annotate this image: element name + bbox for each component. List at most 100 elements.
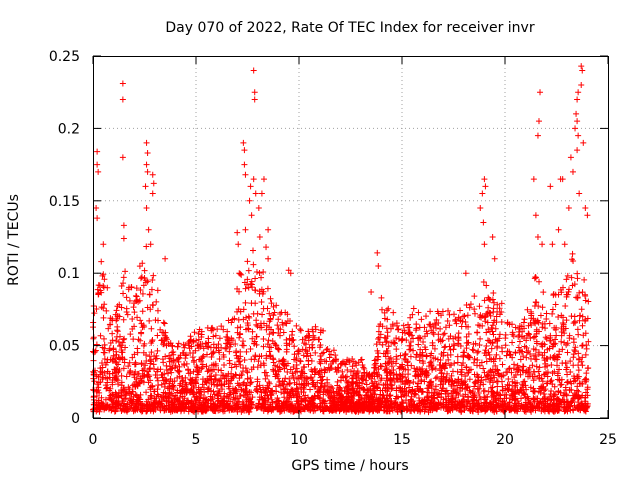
data-point [344,367,351,374]
data-point [240,316,247,323]
data-point [129,388,136,395]
data-point [523,349,530,356]
data-point [219,386,226,393]
data-point [294,394,301,401]
data-point [564,371,571,378]
data-point [403,377,410,384]
data-point [504,319,511,326]
data-point [118,386,125,393]
data-point [100,305,107,312]
data-point [422,368,429,375]
data-point [347,368,354,375]
data-point [123,373,130,380]
data-point [465,354,472,361]
data-point [127,331,134,338]
data-point [423,313,430,320]
data-point [530,387,537,394]
data-point [219,372,226,379]
data-point [522,382,529,389]
data-point [413,354,420,361]
data-point [445,393,452,400]
data-point [262,375,269,382]
data-point [214,326,221,333]
data-point [224,328,231,335]
data-point [275,346,282,353]
data-point [317,377,324,384]
data-point [466,407,473,414]
data-point [279,321,286,328]
data-point [98,368,105,375]
data-point [103,385,110,392]
x-tick-label: 10 [290,432,308,448]
data-point [97,404,104,411]
data-point [404,359,411,366]
data-point [460,313,467,320]
data-point [216,400,223,407]
data-point [148,325,155,332]
data-point [268,300,275,307]
data-point [537,389,544,396]
data-point [437,367,444,374]
data-point [576,190,583,197]
data-point [387,370,394,377]
data-point [460,403,467,410]
data-point [506,399,513,406]
data-point [149,171,156,178]
data-point [491,393,498,400]
data-point [502,335,509,342]
data-point [536,374,543,381]
data-point [323,358,330,365]
data-point [369,395,376,402]
data-point [245,267,252,274]
data-point [489,296,496,303]
data-point [476,342,483,349]
data-point [334,382,341,389]
data-point [423,374,430,381]
data-point [236,331,243,338]
data-point [576,356,583,363]
data-point [212,332,219,339]
data-point [428,403,435,410]
data-point [138,378,145,385]
data-point [182,381,189,388]
data-point [371,391,378,398]
data-point [220,326,227,333]
data-point [140,342,147,349]
data-point [226,348,233,355]
data-point [301,363,308,370]
data-point [284,317,291,324]
x-axis-label: GPS time / hours [291,458,408,474]
data-point [302,392,309,399]
data-point [97,365,104,372]
data-point [165,395,172,402]
data-point [562,360,569,367]
data-point [434,356,441,363]
data-point [427,322,434,329]
data-point [174,397,181,404]
data-point [140,349,147,356]
data-point [359,380,366,387]
data-point [154,368,161,375]
data-point [420,338,427,345]
data-point [246,314,253,321]
data-point [554,353,561,360]
data-point [293,322,300,329]
data-point [199,381,206,388]
data-point [471,379,478,386]
data-point [559,346,566,353]
data-point [154,377,161,384]
data-point [198,408,205,415]
data-point [233,395,240,402]
data-point [475,321,482,328]
data-point [280,381,287,388]
data-point [258,299,265,306]
chart-title: Day 070 of 2022, Rate Of TEC Index for r… [165,20,534,36]
data-point [581,405,588,412]
data-point [248,401,255,408]
data-point [415,395,422,402]
data-point [212,360,219,367]
data-point [437,325,444,332]
data-point [120,235,127,242]
data-point [379,323,386,330]
data-point [242,226,249,233]
